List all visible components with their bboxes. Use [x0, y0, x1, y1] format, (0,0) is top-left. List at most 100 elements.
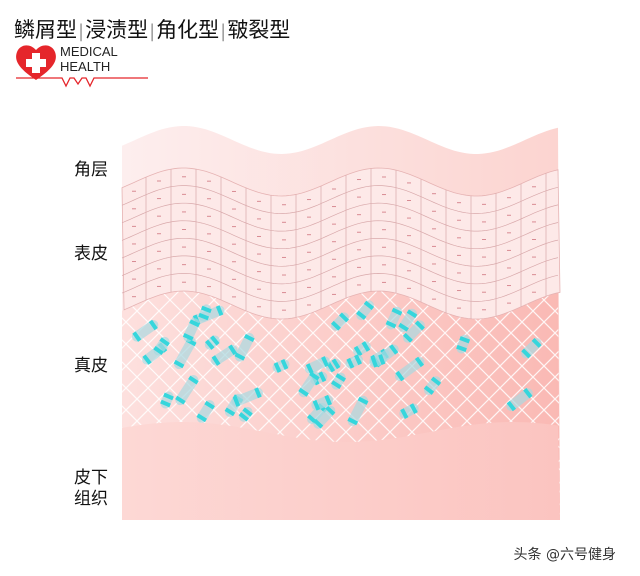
watermark: 头条 @六号健身 — [513, 547, 616, 563]
mesh-line — [0, 280, 36, 540]
dermal-cell — [402, 320, 425, 343]
label-epidermis: 表皮 — [74, 244, 108, 264]
cell-band — [200, 305, 212, 314]
label-subcutis-line2: 组织 — [74, 489, 108, 509]
grid-row-line — [121, 255, 559, 285]
mesh-line — [568, 280, 640, 540]
mesh-line — [457, 291, 560, 520]
dermal-cell — [506, 387, 533, 412]
cell-band — [321, 356, 329, 367]
cell-band — [173, 359, 185, 369]
dermal-cell — [160, 391, 174, 409]
cell-band — [210, 335, 220, 346]
cell-band — [400, 408, 409, 419]
cell-band — [215, 305, 224, 317]
epidermis-layer — [121, 167, 561, 320]
cell-band — [224, 407, 236, 417]
cell-band — [521, 348, 532, 359]
cell-band — [353, 345, 363, 357]
dermal-cell — [347, 395, 369, 427]
page-title: 鳞屑型|浸渍型|角化型|皲裂型 — [14, 14, 290, 44]
cell-body — [175, 375, 199, 406]
mesh-line — [122, 291, 257, 520]
title-part: 浸渍型 — [85, 18, 149, 42]
cell-band — [523, 387, 533, 399]
cell-band — [459, 336, 471, 344]
dermal-cell — [311, 394, 334, 411]
dermal-cell — [175, 375, 199, 406]
cell-band — [346, 357, 355, 369]
cell-band — [305, 363, 314, 375]
mesh-line — [612, 280, 640, 540]
cell-band — [196, 413, 208, 423]
mesh-line — [435, 291, 560, 520]
cell-band — [243, 333, 255, 343]
title-separator: | — [78, 21, 85, 42]
dermal-cell — [330, 372, 347, 390]
cell-band — [189, 319, 200, 328]
cell-band — [531, 338, 542, 348]
cell-band — [228, 344, 237, 356]
mesh-line — [122, 291, 191, 520]
cell-band — [324, 394, 332, 406]
cell-band — [182, 332, 194, 341]
cell-body — [394, 356, 425, 382]
cell-band — [280, 358, 289, 370]
dermal-cells — [131, 300, 542, 429]
title-separator: | — [220, 21, 227, 42]
cell-band — [406, 309, 418, 319]
cell-band — [313, 418, 324, 429]
dermal-cell — [198, 304, 212, 322]
mesh-line — [479, 291, 560, 520]
cell-band — [378, 354, 386, 365]
dermal-cell — [298, 371, 320, 398]
dermal-cell — [345, 354, 364, 369]
mesh-line — [0, 280, 14, 540]
dermal-cell — [398, 308, 418, 333]
cell-band — [357, 396, 369, 405]
cell-band — [205, 339, 215, 350]
cell-band — [163, 392, 174, 401]
cell-body — [231, 387, 263, 407]
cell-band — [398, 322, 409, 332]
cell-band — [370, 356, 379, 368]
cell-band — [309, 371, 320, 381]
cell-band — [153, 346, 164, 356]
mesh-line — [0, 280, 36, 540]
cell-band — [506, 400, 517, 412]
cell-band — [385, 320, 397, 329]
mesh-line — [501, 291, 560, 520]
cell-band — [159, 337, 170, 347]
title-part: 皲裂型 — [227, 18, 291, 42]
dermal-cell — [356, 300, 375, 321]
cell-band — [298, 387, 309, 397]
cell-band — [232, 396, 241, 407]
mesh-line — [122, 291, 169, 520]
mesh-line — [545, 291, 560, 520]
dermal-cell — [399, 403, 419, 419]
subcutis-layer — [122, 422, 560, 520]
cell-band — [414, 320, 425, 331]
mesh-line — [568, 280, 640, 540]
label-subcutis: 皮下 组织 — [74, 468, 108, 510]
cell-band — [456, 344, 467, 353]
cell-band — [242, 407, 253, 417]
title-part: 鳞屑型 — [14, 18, 77, 42]
logo-text: MEDICAL HEALTH — [60, 44, 118, 74]
cell-band — [204, 400, 215, 410]
mesh-line — [634, 280, 640, 540]
dermal-cell — [304, 356, 331, 375]
label-subcutis-line1: 皮下 — [74, 468, 108, 488]
grid-row-line — [121, 185, 559, 214]
cell-band — [198, 312, 210, 321]
dermal-cell — [456, 334, 471, 354]
cell-band — [273, 362, 282, 373]
dermal-cell — [313, 405, 336, 429]
dermal-cell — [330, 312, 350, 331]
cell-band — [175, 395, 186, 405]
cell-body — [174, 337, 197, 370]
heart-cross-icon — [16, 45, 148, 88]
dermal-cell — [353, 341, 371, 357]
mesh-line — [0, 280, 58, 540]
cell-band — [335, 373, 347, 382]
